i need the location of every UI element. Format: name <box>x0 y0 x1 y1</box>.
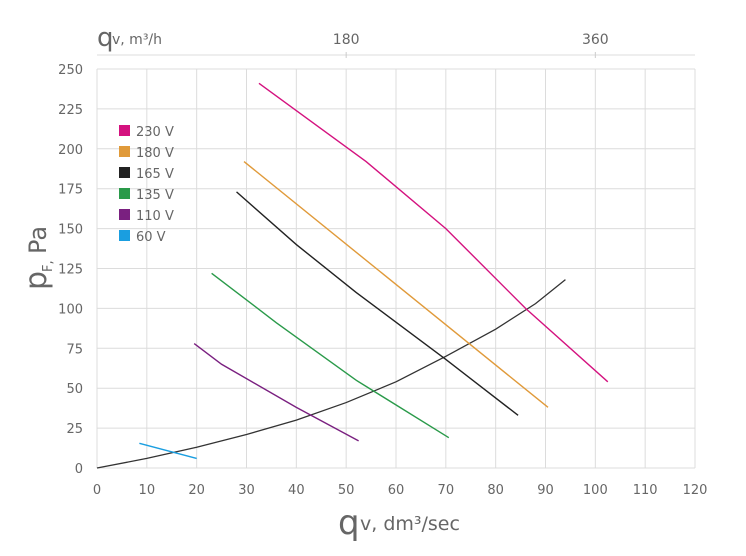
legend: 230 V 180 V 165 V 135 V 110 V 60 V <box>119 125 174 245</box>
x-tick-label: 110 <box>633 483 658 498</box>
series-lines <box>96 82 609 469</box>
series-line-60v <box>139 442 197 460</box>
y-tick-label: 225 <box>58 103 83 118</box>
y-tick-label: 175 <box>58 183 83 198</box>
y-tick-label: 25 <box>66 422 83 437</box>
top-axis-title-sub: v, m³/h <box>112 32 162 48</box>
x-axis-title: q v, dm³/sec <box>338 503 460 543</box>
y-tick-label: 125 <box>58 263 83 278</box>
top-axis-tick-label: 360 <box>582 32 609 48</box>
tick-labels: 0 10 20 30 40 50 60 70 80 90 100 110 120 0 25 50 75 100 12… <box>58 32 707 498</box>
x-tick-label: 70 <box>438 483 455 498</box>
legend-label: 230 V <box>136 125 174 140</box>
legend-swatch <box>119 188 130 199</box>
legend-swatch <box>119 167 130 178</box>
legend-swatch <box>119 125 130 136</box>
x-tick-label: 90 <box>537 483 554 498</box>
x-axis-title-main: q <box>338 503 360 543</box>
y-tick-label: 50 <box>66 382 83 397</box>
top-axis-title-main: q <box>97 23 114 53</box>
y-tick-label: 100 <box>58 302 83 317</box>
x-tick-label: 40 <box>288 483 305 498</box>
series-line-165v <box>236 191 519 416</box>
x-tick-label: 80 <box>487 483 504 498</box>
system-resistance-curve <box>96 279 566 469</box>
y-axis-title-main: p <box>19 271 54 290</box>
x-tick-label: 120 <box>683 483 708 498</box>
x-tick-label: 50 <box>338 483 355 498</box>
series-line-135v <box>211 272 450 439</box>
legend-label: 135 V <box>136 188 174 203</box>
x-tick-label: 10 <box>139 483 156 498</box>
y-tick-label: 0 <box>75 462 83 477</box>
series-line-110v <box>193 342 359 442</box>
x-tick-label: 20 <box>188 483 205 498</box>
legend-swatch <box>119 230 130 241</box>
x-tick-label: 0 <box>93 483 101 498</box>
top-axis-tick-label: 180 <box>333 32 360 48</box>
x-tick-label: 30 <box>238 483 255 498</box>
legend-label: 165 V <box>136 167 174 182</box>
y-tick-label: 75 <box>66 342 83 357</box>
top-axis-title: q v, m³/h <box>97 23 162 53</box>
x-tick-label: 100 <box>583 483 608 498</box>
legend-swatch <box>119 209 130 220</box>
x-tick-label: 60 <box>388 483 405 498</box>
x-axis-title-sub: v, dm³/sec <box>360 513 460 535</box>
y-tick-label: 250 <box>58 63 83 78</box>
y-tick-label: 200 <box>58 143 83 158</box>
y-tick-label: 150 <box>58 223 83 238</box>
y-axis-title-sub: F, <box>41 260 56 272</box>
y-axis-title: p F, Pa <box>19 226 56 290</box>
legend-label: 110 V <box>136 209 174 224</box>
legend-label: 180 V <box>136 146 174 161</box>
series-line-180v <box>243 161 549 408</box>
series-line-230v <box>258 82 609 383</box>
y-axis-title-unit: Pa <box>24 226 52 254</box>
grid <box>96 52 696 469</box>
legend-label: 60 V <box>136 230 166 245</box>
legend-swatch <box>119 146 130 157</box>
